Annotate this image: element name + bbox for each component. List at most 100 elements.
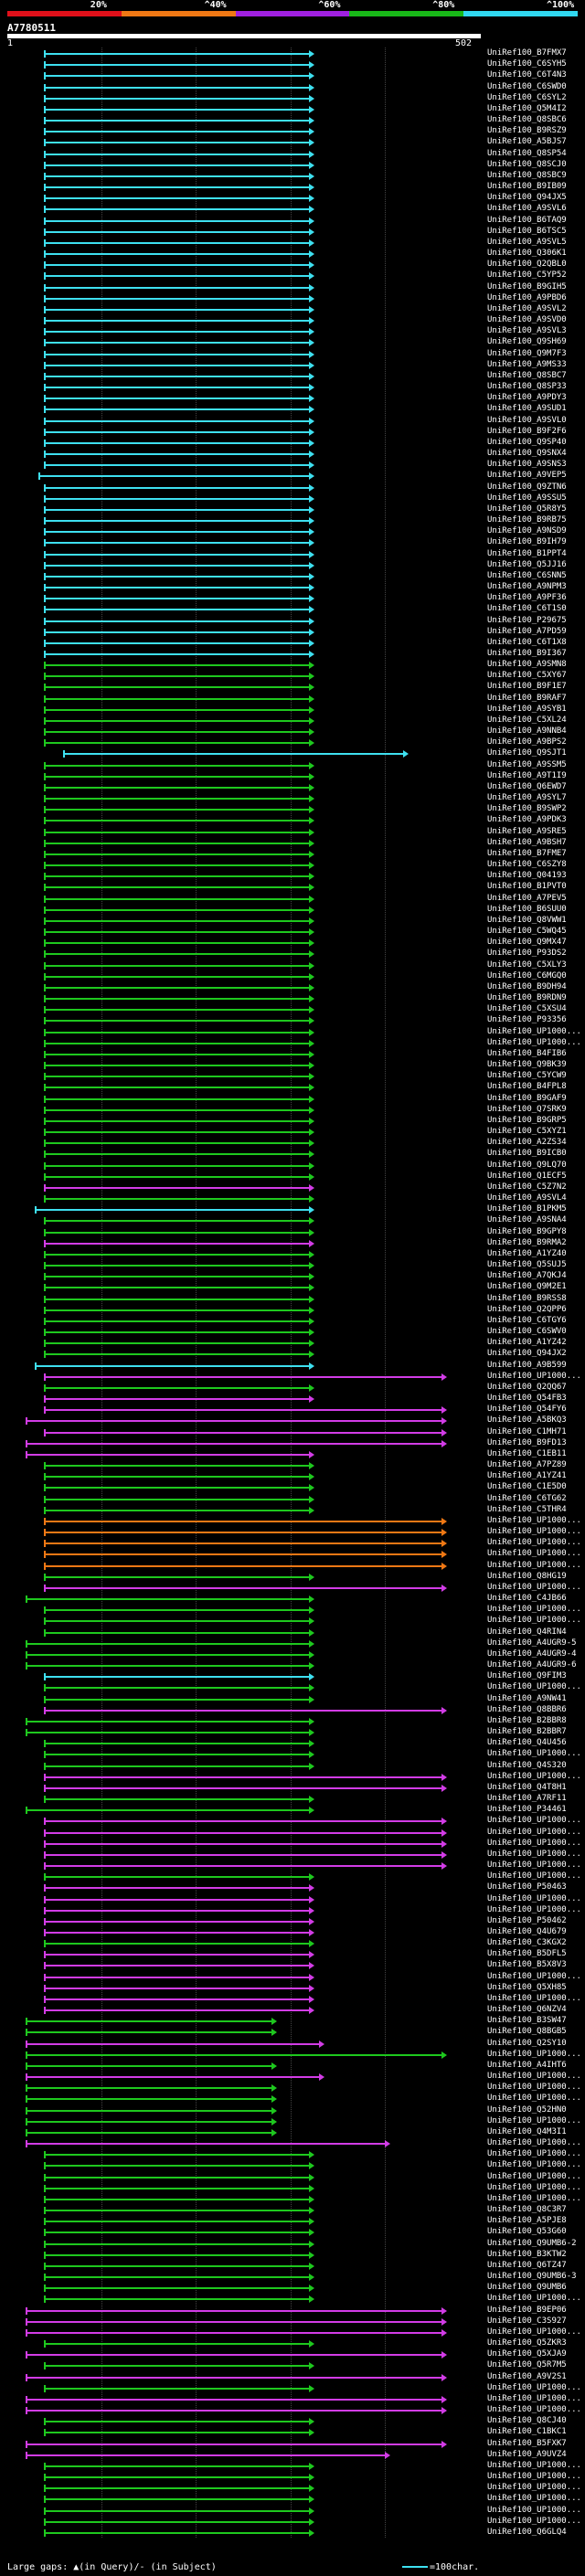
hit-bar[interactable] [26, 2396, 447, 2403]
hit-bar[interactable] [44, 1507, 314, 1514]
hit-label[interactable]: UniRef100_A9UVZ4 [487, 2450, 567, 2459]
hit-label[interactable]: UniRef100_Q9SH69 [487, 337, 567, 346]
hit-label[interactable]: UniRef100_UP1000... [487, 1549, 581, 1558]
hit-label[interactable]: UniRef100_Q9ZTN6 [487, 482, 567, 492]
hit-label[interactable]: UniRef100_UP1000... [487, 2506, 581, 2515]
hit-label[interactable]: UniRef100_A9SSU5 [487, 493, 567, 503]
hit-label[interactable]: UniRef100_C5THR4 [487, 1505, 567, 1514]
hit-label[interactable]: UniRef100_UP1000... [487, 1616, 581, 1625]
hit-label[interactable]: UniRef100_UP1000... [487, 2483, 581, 2492]
hit-label[interactable]: UniRef100_UP1000... [487, 1516, 581, 1525]
hit-bar[interactable] [44, 451, 314, 458]
hit-label[interactable]: UniRef100_Q5XH85 [487, 1983, 567, 1992]
hit-bar[interactable] [44, 184, 314, 191]
hit-bar[interactable] [44, 1351, 314, 1358]
hit-bar[interactable] [44, 440, 314, 447]
hit-label[interactable]: UniRef100_UP1000... [487, 1905, 581, 1914]
hit-label[interactable]: UniRef100_UP1000... [487, 2160, 581, 2169]
hit-label[interactable]: UniRef100_C5WQ45 [487, 927, 567, 936]
hit-label[interactable]: UniRef100_Q9UMB6 [487, 2283, 567, 2292]
hit-bar[interactable] [44, 528, 314, 535]
hit-label[interactable]: UniRef100_C5XY67 [487, 671, 567, 680]
hit-label[interactable]: UniRef100_A1YZ40 [487, 1249, 567, 1258]
hit-label[interactable]: UniRef100_A9T1I9 [487, 771, 567, 780]
hit-label[interactable]: UniRef100_C5Z7N2 [487, 1182, 567, 1192]
hit-bar[interactable] [44, 1751, 314, 1758]
hit-label[interactable]: UniRef100_B9F1E7 [487, 682, 567, 691]
hit-label[interactable]: UniRef100_C6MGQ0 [487, 971, 567, 981]
hit-label[interactable]: UniRef100_A7PZ89 [487, 1460, 567, 1469]
hit-label[interactable]: UniRef100_A9NPM3 [487, 582, 567, 591]
hit-label[interactable]: UniRef100_B9FD13 [487, 1438, 567, 1447]
hit-bar[interactable] [44, 939, 314, 947]
hit-bar[interactable] [44, 651, 314, 658]
hit-bar[interactable] [44, 2418, 314, 2425]
hit-bar[interactable] [26, 2018, 277, 2025]
hit-label[interactable]: UniRef100_B9IB09 [487, 182, 567, 191]
hit-bar[interactable] [44, 72, 314, 80]
hit-label[interactable]: UniRef100_P50463 [487, 1882, 567, 1892]
hit-label[interactable]: UniRef100_UP1000... [487, 1994, 581, 2003]
hit-label[interactable]: UniRef100_UP1000... [487, 1027, 581, 1036]
hit-label[interactable]: UniRef100_C1MH71 [487, 1427, 567, 1436]
hit-bar[interactable] [26, 2329, 447, 2337]
hit-bar[interactable] [44, 1284, 314, 1291]
hit-bar[interactable] [44, 284, 314, 292]
hit-bar[interactable] [44, 2429, 314, 2436]
hit-label[interactable]: UniRef100_UP1000... [487, 1038, 581, 1047]
hit-bar[interactable] [44, 1029, 314, 1036]
hit-bar[interactable] [44, 539, 314, 546]
hit-bar[interactable] [44, 1673, 314, 1680]
hit-label[interactable]: UniRef100_C3KGX2 [487, 1938, 567, 1947]
hit-bar[interactable] [44, 173, 314, 180]
hit-bar[interactable] [44, 1140, 314, 1147]
hit-label[interactable]: UniRef100_A9SVL3 [487, 326, 567, 335]
hit-label[interactable]: UniRef100_C6SYH5 [487, 59, 567, 69]
hit-bar[interactable] [44, 418, 314, 425]
hit-label[interactable]: UniRef100_P93DS2 [487, 949, 567, 958]
hit-bar[interactable] [44, 395, 314, 402]
hit-bar[interactable] [44, 1617, 314, 1625]
hit-bar[interactable] [44, 95, 314, 102]
hit-bar[interactable] [44, 806, 314, 813]
hit-bar[interactable] [44, 228, 314, 236]
hit-label[interactable]: UniRef100_UP1000... [487, 2072, 581, 2081]
hit-label[interactable]: UniRef100_B6TAQ9 [487, 216, 567, 225]
hit-bar[interactable] [44, 1918, 314, 1925]
hit-label[interactable]: UniRef100_Q4M3I1 [487, 2127, 567, 2136]
hit-bar[interactable] [44, 2274, 314, 2281]
hit-bar[interactable] [44, 195, 314, 202]
hit-bar[interactable] [44, 995, 314, 1002]
hit-bar[interactable] [26, 1718, 314, 1725]
hit-bar[interactable] [26, 2129, 277, 2136]
hit-bar[interactable] [44, 2474, 314, 2481]
hit-bar[interactable] [44, 584, 314, 591]
hit-label[interactable]: UniRef100_B3SW47 [487, 2016, 567, 2025]
hit-label[interactable]: UniRef100_A9SRE5 [487, 827, 567, 836]
hit-label[interactable]: UniRef100_B5X8V3 [487, 1960, 567, 1969]
hit-bar[interactable] [44, 673, 314, 680]
hit-bar[interactable] [44, 784, 314, 791]
hit-bar[interactable] [44, 1796, 314, 1803]
hit-bar[interactable] [44, 1195, 314, 1203]
hit-bar[interactable] [44, 339, 314, 346]
hit-bar[interactable] [44, 1929, 314, 1936]
hit-label[interactable]: UniRef100_A1YZ41 [487, 1471, 567, 1480]
hit-label[interactable]: UniRef100_B5DFL5 [487, 1949, 567, 1958]
hit-bar[interactable] [44, 1518, 447, 1525]
hit-label[interactable]: UniRef100_Q94JX5 [487, 193, 567, 202]
hit-bar[interactable] [44, 128, 314, 135]
hit-label[interactable]: UniRef100_B5FXK7 [487, 2439, 567, 2448]
hit-label[interactable]: UniRef100_B7FME7 [487, 849, 567, 858]
hit-label[interactable]: UniRef100_A9VEP5 [487, 471, 567, 480]
hit-label[interactable]: UniRef100_Q9M7F3 [487, 349, 567, 358]
hit-bar[interactable] [44, 517, 314, 525]
hit-bar[interactable] [44, 762, 314, 769]
hit-label[interactable]: UniRef100_Q4S320 [487, 1761, 567, 1770]
hit-bar[interactable] [44, 2174, 314, 2181]
hit-bar[interactable] [44, 2496, 314, 2503]
hit-bar[interactable] [44, 1384, 314, 1392]
hit-bar[interactable] [26, 2062, 277, 2070]
hit-bar[interactable] [44, 2207, 314, 2214]
hit-label[interactable]: UniRef100_A9SVL2 [487, 304, 567, 313]
